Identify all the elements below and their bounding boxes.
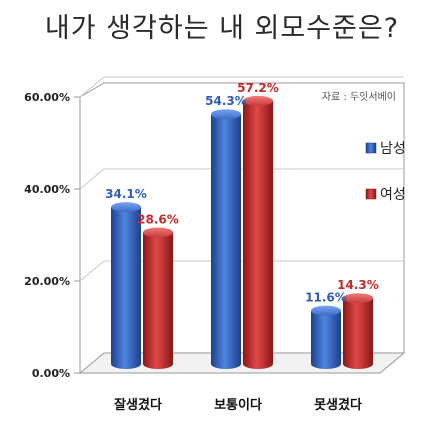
legend-label-male: 남성 bbox=[380, 141, 406, 157]
grid-lines bbox=[79, 76, 404, 282]
x-tick-label: 잘생겼다 bbox=[114, 397, 162, 413]
legend: 남성 여성 bbox=[365, 141, 406, 203]
legend-swatch-male bbox=[365, 142, 377, 154]
bar-body bbox=[143, 232, 173, 369]
bar-body bbox=[243, 100, 273, 369]
bar-value-label: 54.3% bbox=[205, 94, 247, 108]
source-note: 자료 : 두잇서베이 bbox=[322, 91, 396, 103]
bar bbox=[311, 305, 341, 369]
bar-labels: 34.1% 28.6% 54.3%57.2% 11.6%14.3% bbox=[105, 81, 379, 305]
grid-line bbox=[79, 76, 404, 98]
bar-cap bbox=[311, 305, 341, 316]
bar-value-label: 14.3% bbox=[337, 278, 379, 292]
bar bbox=[111, 202, 141, 369]
bar bbox=[211, 109, 241, 369]
bars bbox=[111, 95, 373, 369]
bar bbox=[243, 95, 273, 369]
x-tick-label: 못생겼다 bbox=[314, 397, 362, 413]
bar-cap bbox=[243, 95, 273, 106]
bar-cap bbox=[211, 109, 241, 120]
legend-label-female: 여성 bbox=[380, 187, 406, 203]
x-axis-ticks: 잘생겼다 보통이다 못생겼다 bbox=[114, 397, 362, 413]
y-axis-ticks: 0.00% 20.00% 40.00% 60.00% bbox=[24, 91, 80, 380]
bar-value-label: 57.2% bbox=[237, 81, 279, 95]
bar bbox=[343, 293, 373, 369]
bar-body bbox=[343, 298, 373, 369]
bar-value-label: 34.1% bbox=[105, 187, 147, 201]
y-tick-label: 40.00% bbox=[24, 183, 70, 196]
bar-cap bbox=[343, 293, 373, 304]
y-tick-label: 0.00% bbox=[32, 367, 70, 380]
bar bbox=[143, 227, 173, 369]
bar-body bbox=[111, 207, 141, 369]
chart-title: 내가 생각하는 내 외모수준은? bbox=[44, 13, 400, 44]
bar-value-label: 28.6% bbox=[137, 212, 179, 226]
y-tick-label: 20.00% bbox=[24, 275, 70, 288]
y-tick-label: 60.00% bbox=[24, 91, 70, 104]
bar-value-label: 11.6% bbox=[305, 291, 347, 305]
bar-cap bbox=[143, 227, 173, 238]
bar-cap bbox=[111, 202, 141, 213]
grid-line bbox=[79, 260, 404, 282]
bar-body bbox=[311, 310, 341, 369]
grid-line bbox=[79, 168, 404, 190]
x-tick-label: 보통이다 bbox=[214, 397, 262, 413]
legend-swatch-female bbox=[365, 188, 377, 200]
bar-body bbox=[211, 114, 241, 369]
